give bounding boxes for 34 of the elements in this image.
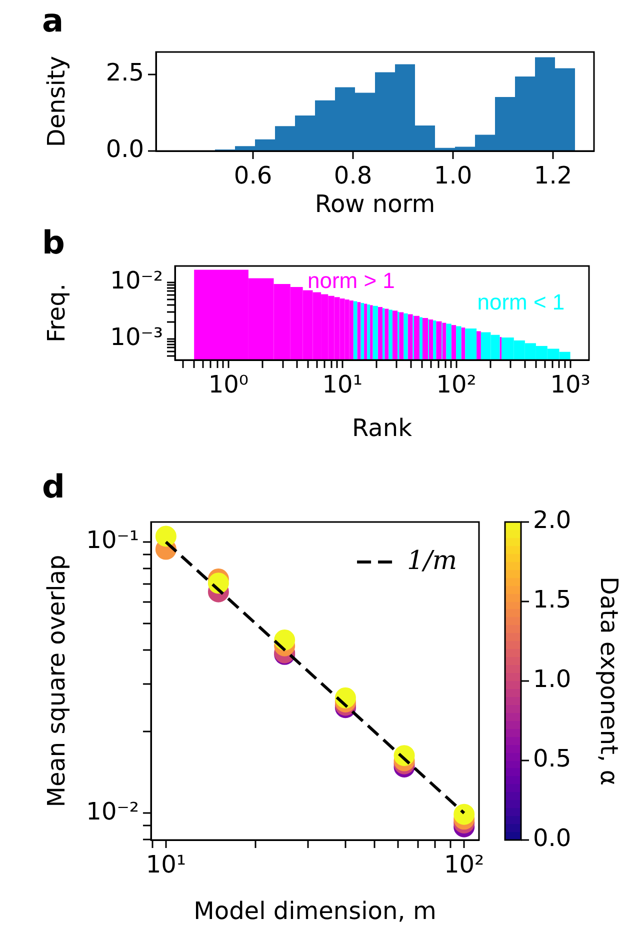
y-tick-label: 10⁻²: [86, 797, 139, 826]
x-tick-label: 1.0: [434, 162, 472, 190]
x-tick-label: 10¹: [322, 370, 362, 399]
x-tick-label: 10²: [436, 370, 476, 399]
y-tick-label: 10⁻¹: [86, 526, 139, 554]
x-tick-label: 10¹: [146, 850, 186, 879]
color-bar-label: 1.0: [533, 665, 572, 694]
chart-title: b: [42, 224, 65, 262]
series-label: norm > 1: [307, 268, 395, 294]
x-tick-label: 1.2: [534, 162, 572, 190]
legend-label: 1/m: [407, 546, 458, 576]
x-tick-label: 10²: [444, 850, 484, 879]
color-bar-label: 2.0: [533, 506, 572, 534]
y-axis-title: Density: [42, 56, 71, 148]
color-bar-label: 0.0: [533, 824, 572, 852]
x-tick-label: 0.6: [234, 162, 272, 190]
x-tick-label: 10⁰: [208, 370, 248, 399]
color-bar-label: 1.5: [533, 586, 572, 614]
y-tick-label: 2.5: [106, 58, 144, 87]
chart-title: d: [42, 468, 65, 506]
series-label: norm < 1: [477, 290, 565, 315]
y-tick-label: 10⁻²: [110, 266, 163, 295]
y-axis-title: Mean square overlap: [42, 554, 71, 808]
x-tick-label: 10³: [550, 370, 590, 399]
x-axis-title: Row norm: [314, 190, 436, 218]
x-tick-label: 0.8: [334, 162, 372, 190]
color-bar-title: Data exponent, α: [594, 576, 623, 786]
chart-title: a: [42, 2, 64, 40]
y-tick-label: 10⁻³: [110, 323, 163, 352]
y-axis-title: Freq.: [42, 283, 71, 343]
x-axis-title: Model dimension, m: [194, 896, 436, 925]
y-tick-label: 0.0: [106, 135, 144, 164]
color-bar-label: 0.5: [533, 744, 572, 773]
x-axis-title: Rank: [352, 414, 412, 442]
